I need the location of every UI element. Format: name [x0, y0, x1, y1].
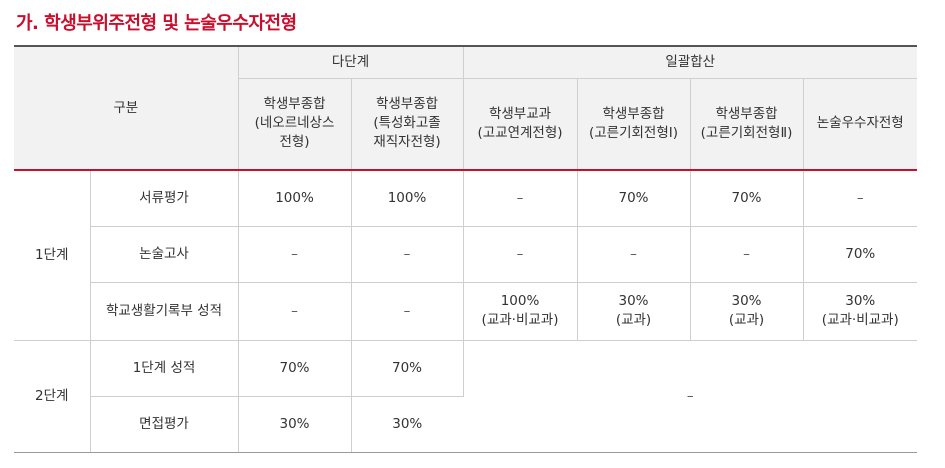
- header-line: 학생부종합: [602, 105, 665, 122]
- header-category: 구분: [14, 45, 239, 171]
- header-line: (특성화고졸: [373, 115, 441, 132]
- table-cell: –: [463, 226, 578, 283]
- table-cell: –: [463, 170, 578, 227]
- header-col-equal-opportunity-2: 학생부종합 (고른기회전형Ⅱ): [690, 78, 804, 171]
- table-cell: 30%: [351, 396, 464, 453]
- row-item-label: 논술고사: [90, 226, 239, 283]
- table-cell: 100%: [351, 170, 464, 227]
- table-cell: –: [803, 170, 918, 227]
- table-cell: 70%: [690, 170, 804, 227]
- row-item-label: 학교생활기록부 성적: [90, 282, 239, 341]
- table-row: 논술고사 – – – – – 70%: [14, 226, 918, 283]
- table-row: 1단계 서류평가 100% 100% – 70% 70% –: [14, 170, 918, 341]
- cell-note: (교과): [615, 312, 652, 328]
- header-col-school-linked: 학생부교과 (고교연계전형): [463, 78, 578, 171]
- cell-value: 30%: [618, 293, 649, 310]
- header-line: 학생부종합: [715, 105, 778, 122]
- admission-criteria-table: 구분 다단계 일괄합산 학생부종합 (네오르네상스 전형) 학생부종합 (특성화…: [14, 45, 918, 453]
- header-col-equal-opportunity-1: 학생부종합 (고른기회전형Ⅰ): [577, 78, 691, 171]
- cell-value: 30%: [731, 293, 762, 310]
- table-cell: 70%: [351, 340, 464, 397]
- header-line: (고교연계전형): [477, 124, 563, 141]
- table-cell: 70%: [238, 340, 352, 397]
- section-title: 가. 학생부위주전형 및 논술우수자전형: [16, 13, 297, 34]
- header-single-stage: 일괄합산: [463, 45, 918, 79]
- cell-value: 30%: [845, 293, 876, 310]
- cell-note: (교과): [728, 312, 765, 328]
- table-cell: –: [351, 226, 464, 283]
- row-item-label: 면접평가: [90, 396, 239, 453]
- table-row: 2단계 1단계 성적 70% 70% –: [14, 340, 918, 453]
- table-cell: 30%: [238, 396, 352, 453]
- header-line: 학생부종합: [263, 96, 326, 113]
- stage1-label: 1단계: [14, 170, 91, 341]
- header-line: 논술우수자전형: [816, 115, 904, 132]
- header-col-essay: 논술우수자전형: [803, 78, 918, 171]
- table-cell: 30% (교과): [577, 282, 691, 341]
- table-cell: 100%: [238, 170, 352, 227]
- header-line: (네오르네상스: [254, 115, 335, 132]
- table-cell: 100% (교과·비교과): [463, 282, 578, 341]
- table-cell: –: [238, 282, 352, 341]
- table-cell: –: [351, 282, 464, 341]
- table-cell: –: [577, 226, 691, 283]
- cell-note: (교과·비교과): [821, 312, 899, 328]
- table-cell: –: [690, 226, 804, 283]
- header-multi-stage: 다단계: [238, 45, 464, 79]
- table-cell: 30% (교과): [690, 282, 804, 341]
- header-line: (고른기회전형Ⅱ): [700, 124, 793, 141]
- header-line: 전형): [279, 134, 310, 151]
- table-row: 학교생활기록부 성적 – – 100% (교과·비교과) 30% (교과) 30…: [14, 282, 918, 341]
- header-col-neo-renaissance: 학생부종합 (네오르네상스 전형): [238, 78, 352, 171]
- row-item-label: 1단계 성적: [90, 340, 239, 397]
- header-line: (고른기회전형Ⅰ): [588, 124, 679, 141]
- table-cell: 70%: [577, 170, 691, 227]
- header-line: 재직자전형): [373, 134, 441, 151]
- table-row: 면접평가 30% 30%: [14, 396, 917, 453]
- merged-cell: –: [463, 340, 918, 453]
- table-cell: 70%: [803, 226, 918, 283]
- cell-value: 100%: [500, 293, 540, 310]
- table-cell: –: [238, 226, 352, 283]
- cell-note: (교과·비교과): [481, 312, 559, 328]
- stage2-label: 2단계: [14, 340, 91, 453]
- header-col-vocational-employee: 학생부종합 (특성화고졸 재직자전형): [351, 78, 464, 171]
- table-cell: 30% (교과·비교과): [803, 282, 918, 341]
- header-line: 학생부종합: [375, 96, 439, 113]
- header-line: 학생부교과: [488, 105, 552, 122]
- row-item-label: 서류평가: [90, 170, 239, 227]
